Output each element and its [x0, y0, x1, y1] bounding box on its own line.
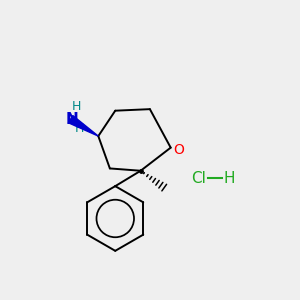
Text: O: O: [173, 143, 184, 157]
Polygon shape: [68, 116, 98, 136]
Text: H: H: [224, 171, 235, 186]
Text: H: H: [72, 100, 81, 113]
Text: N: N: [66, 112, 79, 127]
Text: H: H: [75, 122, 85, 135]
Text: Cl: Cl: [191, 171, 206, 186]
